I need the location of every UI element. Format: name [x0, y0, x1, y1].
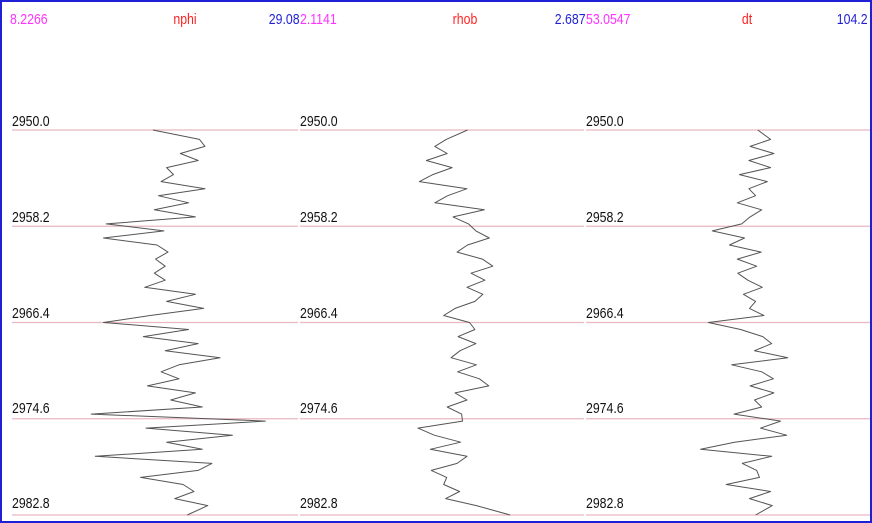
rhob-curve-name: rhob [452, 11, 478, 28]
depth-label: 2958.2 [300, 209, 338, 226]
depth-label: 2974.6 [300, 400, 338, 417]
depth-label: 2950.0 [300, 113, 338, 130]
nphi-curve [90, 129, 266, 516]
rhob-min-label: 2.1141 [300, 11, 337, 28]
nphi-curve-name: nphi [173, 11, 197, 28]
depth-label: 2950.0 [12, 113, 50, 130]
depth-label: 2966.4 [12, 305, 50, 322]
dt-curve [700, 129, 789, 516]
depth-label: 2982.8 [12, 495, 50, 512]
depth-label: 2958.2 [12, 209, 50, 226]
depth-label: 2966.4 [300, 305, 338, 322]
dt-curve-name: dt [741, 11, 753, 28]
dt-min-label: 53.0547 [586, 11, 631, 28]
rhob-curve [417, 129, 511, 516]
depth-label: 2982.8 [586, 495, 624, 512]
rhob-max-label: 2.687 [555, 11, 586, 28]
nphi-max-label: 29.08 [269, 11, 300, 28]
depth-label: 2974.6 [586, 400, 624, 417]
depth-label: 2974.6 [12, 400, 50, 417]
nphi-min-label: 8.2266 [10, 11, 48, 28]
depth-label: 2982.8 [300, 495, 338, 512]
depth-label: 2958.2 [586, 209, 624, 226]
dt-max-label: 104.2 [837, 11, 868, 28]
depth-label: 2950.0 [586, 113, 624, 130]
depth-label: 2966.4 [586, 305, 624, 322]
